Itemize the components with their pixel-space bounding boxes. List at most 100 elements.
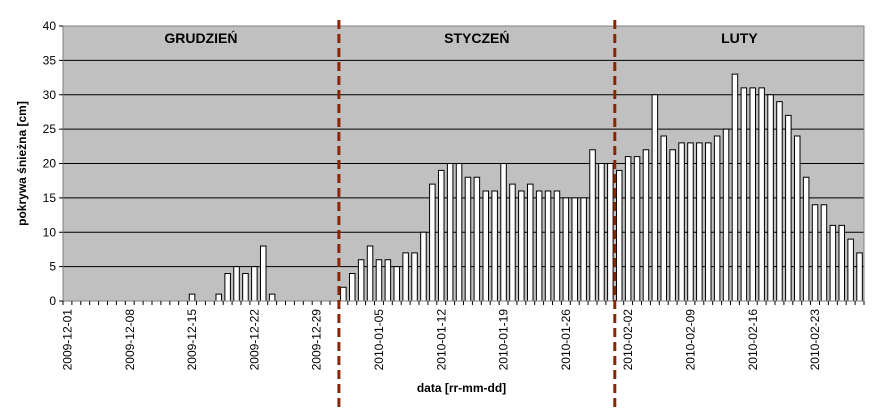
- bar: [491, 190, 498, 302]
- bar: [242, 273, 249, 302]
- month-label: GRUDZIEŃ: [164, 30, 237, 46]
- x-tick-label: 2009-12-08: [123, 309, 137, 371]
- bar: [624, 156, 632, 302]
- bar: [437, 169, 445, 302]
- bar: [615, 169, 623, 302]
- bar: [340, 286, 347, 302]
- bar: [660, 135, 668, 302]
- bar: [464, 176, 472, 302]
- bar: [767, 94, 774, 302]
- bar: [366, 245, 374, 302]
- bar: [802, 176, 810, 302]
- bar: [446, 163, 454, 302]
- x-tick-label: 2009-12-01: [60, 309, 74, 371]
- bar: [393, 266, 401, 302]
- bar: [429, 183, 436, 302]
- bar: [259, 245, 267, 302]
- y-tick-label: 5: [49, 260, 56, 274]
- y-tick-label: 10: [43, 225, 57, 239]
- bar: [544, 190, 552, 302]
- bar: [553, 190, 561, 302]
- bar: [829, 224, 837, 302]
- bar: [562, 197, 570, 302]
- bar: [651, 94, 659, 302]
- axes: [59, 25, 865, 305]
- y-axis-label: pokrywa śnieżna [cm]: [15, 101, 29, 226]
- bar: [357, 259, 365, 302]
- x-tick-label: 2009-12-29: [310, 309, 324, 371]
- x-tick-label: 2010-02-09: [683, 309, 697, 371]
- bar: [838, 224, 846, 302]
- bar: [402, 252, 409, 302]
- month-label: LUTY: [721, 30, 758, 46]
- month-labels: GRUDZIEŃ STYCZEŃ LUTY: [164, 30, 758, 46]
- bar: [188, 293, 196, 302]
- bar: [215, 293, 223, 302]
- bar: [233, 266, 240, 302]
- bar: [571, 197, 579, 302]
- bar: [384, 259, 392, 302]
- y-tick-labels: 0 5 10 15 20 25 30 35 40: [43, 19, 57, 308]
- y-tick-label: 0: [49, 294, 56, 308]
- bar: [607, 163, 614, 302]
- bar: [704, 142, 712, 302]
- bar: [348, 273, 356, 302]
- x-tick-label: 2009-12-22: [247, 309, 261, 371]
- bar: [740, 87, 748, 302]
- bar: [731, 73, 739, 302]
- bar: [669, 149, 676, 302]
- x-tick-labels: 2009-12-01 2009-12-08 2009-12-15 2009-12-22…: [60, 309, 822, 371]
- y-tick-label: 30: [43, 88, 57, 102]
- y-tick-label: 15: [43, 191, 57, 205]
- x-tick-label: 2010-01-12: [434, 309, 448, 371]
- x-tick-label: 2009-12-15: [185, 309, 199, 371]
- bar: [482, 190, 490, 302]
- y-tick-label: 20: [43, 157, 57, 171]
- bar: [375, 259, 383, 302]
- bar: [785, 114, 792, 302]
- month-label: STYCZEŃ: [444, 30, 509, 46]
- bar: [856, 252, 863, 302]
- bar: [758, 87, 765, 302]
- bar: [589, 149, 596, 302]
- bar: [722, 128, 730, 302]
- x-tick-label: 2010-01-19: [497, 309, 511, 371]
- y-tick-label: 25: [43, 122, 57, 136]
- bar: [811, 204, 819, 302]
- bar: [820, 204, 828, 302]
- bar: [776, 101, 783, 302]
- bar: [642, 149, 650, 302]
- x-axis-label: data [rr-mm-dd]: [417, 381, 506, 395]
- x-tick-label: 2010-02-02: [621, 309, 635, 371]
- month-boundaries: [337, 20, 617, 412]
- bar: [420, 231, 427, 302]
- bar: [687, 142, 694, 302]
- x-tick-label: 2010-01-26: [559, 309, 573, 371]
- bar: [713, 135, 721, 302]
- bar: [678, 142, 685, 302]
- bar: [633, 156, 641, 302]
- bar: [598, 163, 605, 302]
- bar: [526, 183, 534, 302]
- bar: [847, 238, 854, 302]
- bar: [518, 190, 525, 302]
- bar: [268, 293, 276, 302]
- bar: [696, 142, 703, 302]
- y-tick-label: 35: [43, 53, 57, 67]
- x-tick-label: 2010-01-05: [372, 309, 386, 371]
- bar: [411, 252, 418, 302]
- bar: [580, 197, 587, 302]
- bar: [793, 135, 801, 302]
- x-tick-label: 2010-02-23: [808, 309, 822, 371]
- bar: [535, 190, 543, 302]
- bar: [500, 163, 507, 302]
- bar: [455, 163, 463, 302]
- bar: [509, 183, 516, 302]
- bar: [251, 266, 258, 302]
- bar: [224, 273, 231, 302]
- bar: [749, 87, 757, 302]
- bar: [473, 176, 481, 302]
- x-tick-label: 2010-02-16: [746, 309, 760, 371]
- y-tick-label: 40: [43, 19, 57, 33]
